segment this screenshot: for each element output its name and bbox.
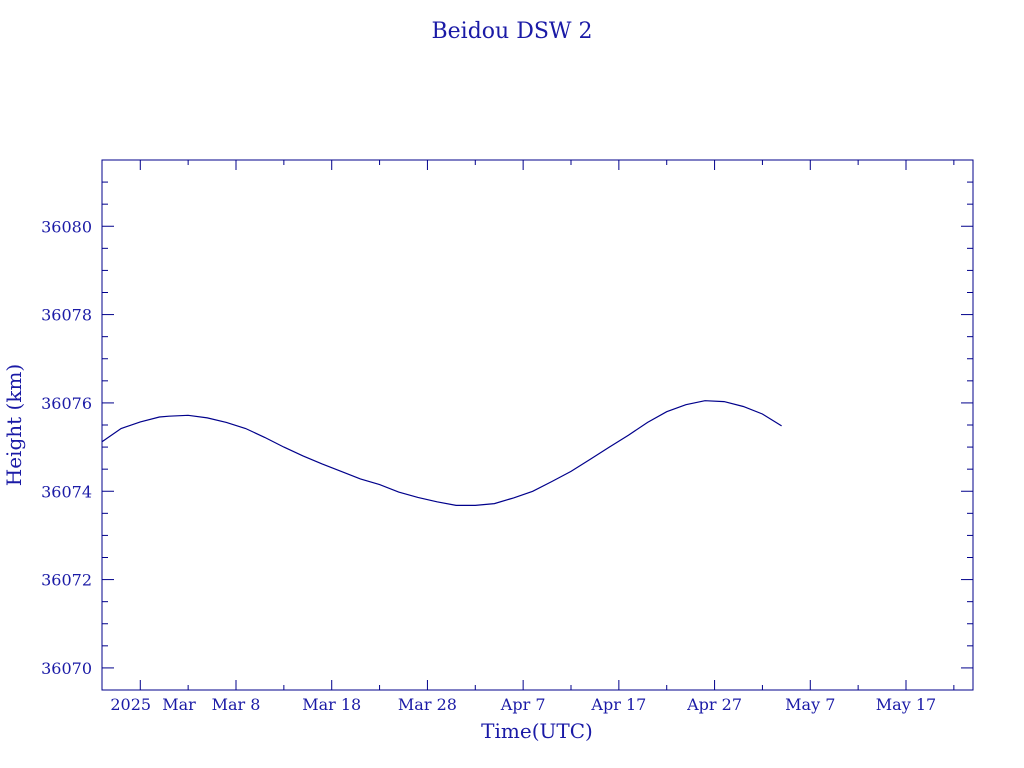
x-tick-label: Mar 28 xyxy=(398,695,457,714)
y-tick-label: 36070 xyxy=(41,659,92,678)
x-tick-label: Mar 8 xyxy=(212,695,261,714)
y-ticks xyxy=(102,159,973,669)
x-tick-labels: 2025 Mar 8 Mar 18 Mar 28 Apr 7 Apr 17 Apr 27 Ma… xyxy=(110,695,936,714)
y-tick-labels: 36070 36072 36074 36076 36078 36080 xyxy=(41,217,92,678)
y-tick-label: 36078 xyxy=(41,306,92,325)
x-axis-title: Time(UTC) xyxy=(481,719,593,743)
x-tick-label: May 17 xyxy=(876,695,936,714)
x-tick-label: 2025 xyxy=(110,695,151,714)
chart-title: Beidou DSW 2 xyxy=(431,19,592,44)
y-tick-label: 36076 xyxy=(41,394,92,413)
x-tick-label: May 7 xyxy=(785,695,835,714)
x-month-label: Mar xyxy=(162,695,196,714)
x-tick-label: Apr 7 xyxy=(500,695,546,714)
x-tick-label: Apr 27 xyxy=(686,695,742,714)
y-tick-label: 36074 xyxy=(41,482,92,501)
y-tick-label: 36072 xyxy=(41,571,92,590)
y-axis-title: Height (km) xyxy=(2,364,26,486)
x-ticks xyxy=(139,160,955,690)
x-tick-label: Apr 17 xyxy=(590,695,646,714)
x-tick-label: Mar 18 xyxy=(302,695,361,714)
series-line xyxy=(101,400,782,506)
y-tick-label: 36080 xyxy=(41,217,92,236)
